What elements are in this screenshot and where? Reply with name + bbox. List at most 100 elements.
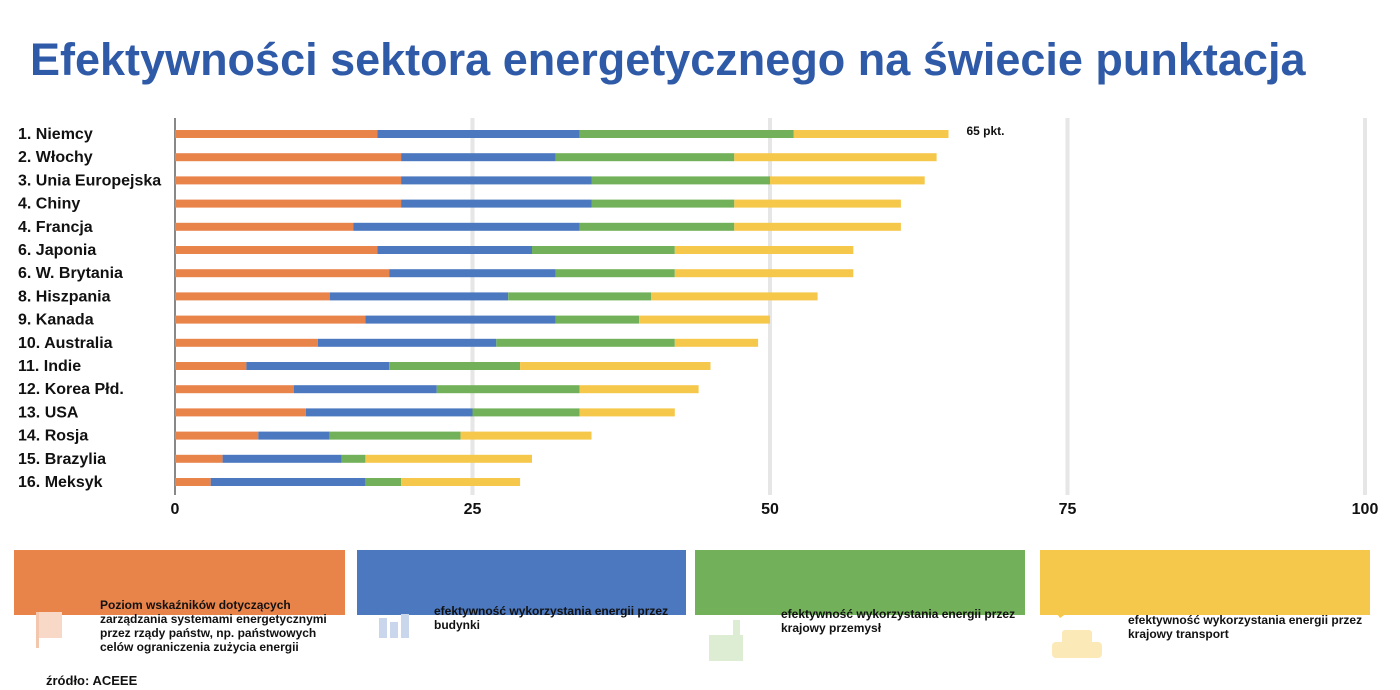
bar-segment bbox=[460, 431, 592, 440]
bar-segment bbox=[591, 199, 735, 208]
source-note: źródło: ACEEE bbox=[46, 673, 138, 688]
bar-segment bbox=[377, 130, 580, 138]
bar-segment bbox=[555, 315, 640, 324]
legend-text-buildings: efektywność wykorzystania energii przez … bbox=[434, 604, 669, 632]
category-label: 1. Niemcy bbox=[18, 126, 93, 143]
bar-segment bbox=[734, 199, 901, 208]
bar-segment bbox=[639, 315, 770, 324]
category-label: 9. Kanada bbox=[18, 312, 94, 329]
x-tick-label: 25 bbox=[464, 501, 482, 518]
bar-segment bbox=[317, 338, 497, 347]
bar-segment bbox=[258, 431, 330, 440]
bar-segment bbox=[175, 222, 354, 231]
bar-segment bbox=[674, 338, 759, 347]
category-label: 13. USA bbox=[18, 404, 79, 421]
bar-segment bbox=[365, 454, 532, 463]
bar-segment bbox=[210, 478, 366, 486]
category-label: 12. Korea Płd. bbox=[18, 381, 124, 398]
bar-chart: 0 25 50 75 100 1. Niemcy 65 pkt. 2. Włochy 3. Un… bbox=[18, 118, 1379, 518]
bar-segment bbox=[175, 130, 378, 138]
category-label: 8. Hiszpania bbox=[18, 288, 111, 305]
bar-segment bbox=[734, 153, 937, 162]
x-tick-label: 100 bbox=[1352, 501, 1379, 518]
bar-segment bbox=[246, 362, 390, 370]
bar-segment bbox=[341, 454, 366, 463]
category-label: 2. Włochy bbox=[18, 149, 93, 166]
bar-segment bbox=[175, 315, 366, 324]
legend-text-governance: Poziom wskaźników dotyczących zarządzani… bbox=[100, 598, 327, 654]
bar-segment bbox=[579, 385, 699, 394]
bar-segment bbox=[175, 269, 390, 278]
x-tick-label: 50 bbox=[761, 501, 779, 518]
bar-segment bbox=[222, 454, 342, 463]
bar-segment bbox=[579, 222, 735, 231]
bar-segment bbox=[401, 176, 592, 185]
bar-segment bbox=[353, 222, 580, 231]
legend-swatch-governance bbox=[14, 550, 345, 615]
bar-segment bbox=[175, 431, 259, 440]
legend-swatch-buildings bbox=[357, 550, 686, 615]
bar-segment bbox=[401, 478, 521, 486]
bar-segment bbox=[651, 292, 818, 301]
x-tick-label: 75 bbox=[1059, 501, 1077, 518]
bar-segment bbox=[329, 431, 461, 440]
bar-segment bbox=[579, 408, 675, 417]
bar-segment bbox=[401, 153, 556, 162]
bar-segment bbox=[175, 246, 378, 254]
bar-segment bbox=[496, 338, 675, 347]
category-label: 11. Indie bbox=[18, 358, 81, 375]
bar-segment bbox=[175, 362, 247, 370]
chart-title: Efektywności sektora energetycznego na ś… bbox=[30, 34, 1306, 85]
bar-segment bbox=[175, 385, 294, 394]
bar-segment bbox=[436, 385, 580, 394]
building-icon bbox=[357, 590, 417, 638]
bar-segment bbox=[793, 130, 949, 138]
bar-segment bbox=[508, 292, 651, 301]
legend-swatch-industry bbox=[695, 550, 1025, 615]
category-label: 6. W. Brytania bbox=[18, 265, 123, 282]
category-label: 4. Chiny bbox=[18, 196, 80, 213]
category-label: 6. Japonia bbox=[18, 242, 96, 259]
bar-segment bbox=[472, 408, 580, 417]
factory-icon bbox=[695, 590, 743, 661]
bar-segment bbox=[365, 478, 402, 486]
bar-segment bbox=[175, 454, 223, 463]
bar-segment bbox=[175, 292, 330, 301]
bar-segment bbox=[175, 199, 402, 208]
category-label: 3. Unia Europejska bbox=[18, 172, 161, 189]
bar-segment bbox=[175, 153, 402, 162]
bar-segment bbox=[294, 385, 437, 394]
category-label: 4. Francja bbox=[18, 219, 93, 236]
bar-segment bbox=[555, 153, 735, 162]
bar-segment bbox=[305, 408, 473, 417]
bar-segment bbox=[591, 176, 770, 185]
bar-segment bbox=[175, 478, 211, 486]
x-tick-label: 0 bbox=[171, 501, 180, 518]
data-label: 65 pkt. bbox=[967, 124, 1005, 138]
bar-segment bbox=[555, 269, 675, 278]
legend-swatch-transport bbox=[1040, 550, 1370, 615]
bar-segment bbox=[329, 292, 509, 301]
flag-icon bbox=[14, 590, 74, 648]
bar-segment bbox=[734, 222, 901, 231]
bar-segment bbox=[175, 176, 402, 185]
bar-segment bbox=[175, 338, 318, 347]
car-icon bbox=[1040, 590, 1102, 658]
legend-text-industry: efektywność wykorzystania energii przez … bbox=[781, 607, 1016, 635]
bar-segment bbox=[532, 246, 675, 254]
bar-segment bbox=[389, 269, 556, 278]
bar-segment bbox=[365, 315, 556, 324]
bar-segment bbox=[770, 176, 925, 185]
bar-segment bbox=[377, 246, 532, 254]
bar-segment bbox=[674, 269, 854, 278]
bar-segment bbox=[389, 362, 521, 370]
bar-segment bbox=[579, 130, 794, 138]
bar-segment bbox=[674, 246, 854, 254]
category-label: 16. Meksyk bbox=[18, 474, 103, 491]
bar-segment bbox=[401, 199, 592, 208]
category-label: 10. Australia bbox=[18, 335, 113, 352]
category-label: 15. Brazylia bbox=[18, 451, 106, 468]
bar-segment bbox=[520, 362, 711, 370]
category-label: 14. Rosja bbox=[18, 428, 88, 445]
bar-segment bbox=[175, 408, 306, 417]
